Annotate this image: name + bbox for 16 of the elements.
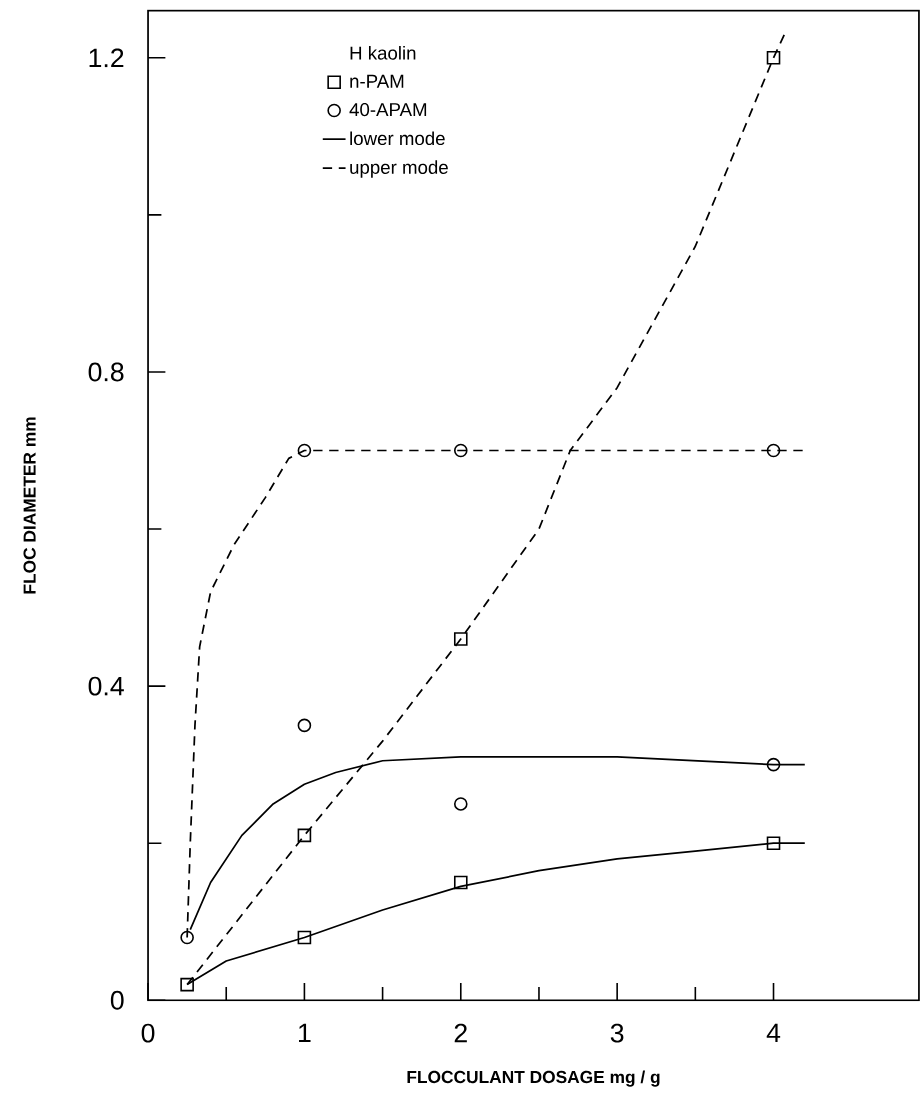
x-tick-label: 2: [454, 1023, 467, 1043]
x-tick-label: 4: [766, 1023, 781, 1043]
legend-label: upper mode: [350, 160, 448, 178]
x-axis-title: FLOCCULANT DOSAGE mg / g: [407, 1070, 660, 1087]
legend-label: 40-APAM: [349, 102, 426, 117]
legend-label: n-PAM: [350, 74, 404, 88]
x-tick-label: 0: [141, 1023, 155, 1043]
x-tick-label: 1: [298, 1023, 311, 1043]
y-tick-label: 1.2: [89, 48, 124, 68]
y-tick-label: 0.4: [88, 676, 124, 696]
y-tick-label: 0.8: [88, 362, 124, 382]
legend-label: lower mode: [350, 131, 445, 146]
x-tick-label: 3: [610, 1023, 624, 1043]
y-tick-label: 0: [110, 990, 124, 1010]
y-axis-title: FLOC DIAMETER mm: [23, 417, 36, 594]
legend-title: H kaolin: [350, 45, 416, 60]
